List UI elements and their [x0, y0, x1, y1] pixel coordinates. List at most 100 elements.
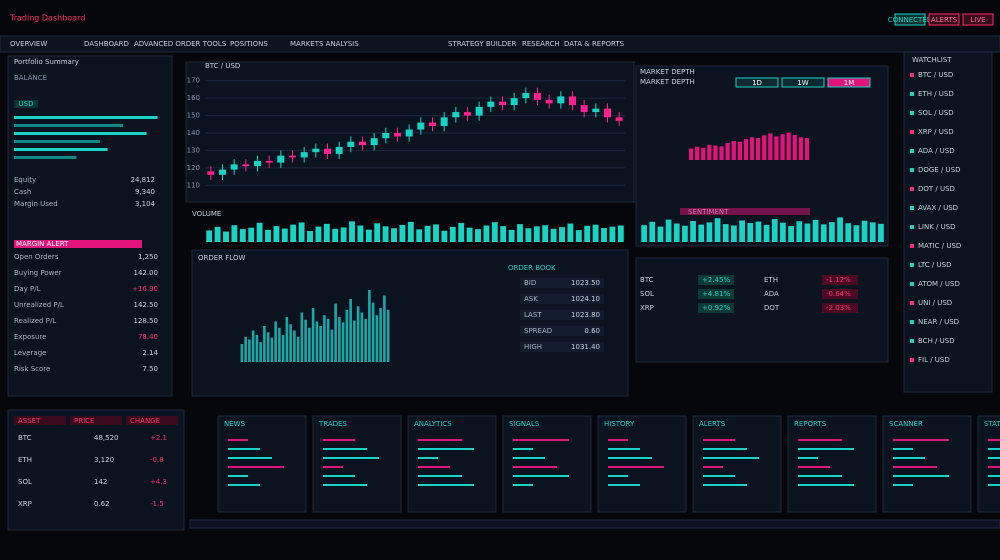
- panel-title: ORDER BOOK: [508, 264, 556, 272]
- thumbnail-title[interactable]: ANALYTICS: [414, 420, 452, 428]
- watch-item[interactable]: UNI / USD: [918, 299, 952, 307]
- nav-tab[interactable]: OVERVIEW: [10, 40, 47, 48]
- tab-label[interactable]: 1W: [797, 79, 808, 87]
- nav-tab[interactable]: POSITIONS: [230, 40, 268, 48]
- header-button-label[interactable]: LIVE: [970, 16, 985, 24]
- bar: [762, 135, 767, 160]
- thumbnail[interactable]: [502, 415, 592, 513]
- tab[interactable]: [781, 77, 825, 88]
- thumbnail[interactable]: [312, 415, 402, 513]
- list-value: 142.50: [134, 301, 159, 309]
- thumbnail-title[interactable]: SIGNALS: [509, 420, 540, 428]
- bar: [334, 303, 337, 362]
- tab[interactable]: [735, 77, 779, 88]
- candle-body: [394, 133, 401, 137]
- y-tick-label: 120: [187, 164, 200, 172]
- tab-label[interactable]: 1M: [844, 79, 855, 87]
- watch-icon: [910, 339, 914, 343]
- watch-item[interactable]: ADA / USD: [918, 147, 955, 155]
- watch-item[interactable]: LINK / USD: [918, 223, 956, 231]
- bar: [869, 222, 876, 242]
- list-label: Exposure: [14, 333, 46, 341]
- bar: [340, 227, 347, 242]
- header-button-label[interactable]: ALERTS: [931, 16, 958, 24]
- watch-item[interactable]: FIL / USD: [918, 356, 950, 364]
- bar: [307, 231, 313, 242]
- thumbnail[interactable]: [882, 415, 972, 513]
- bar: [714, 218, 721, 242]
- bar: [240, 344, 244, 362]
- candle-body: [300, 152, 308, 158]
- list-label: Day P/L: [14, 285, 41, 293]
- watch-item[interactable]: ETH / USD: [918, 90, 954, 98]
- chart-title: BTC / USD: [205, 62, 240, 70]
- thumbnail[interactable]: [692, 415, 782, 513]
- order-value: 1031.40: [571, 343, 600, 351]
- nav-bar: [0, 35, 1000, 53]
- candle-body: [452, 112, 460, 118]
- watch-item[interactable]: ATOM / USD: [918, 280, 960, 288]
- nav-tab[interactable]: DATA & REPORTS: [564, 40, 625, 48]
- bar: [416, 229, 423, 242]
- tab[interactable]: [827, 77, 871, 88]
- nav-tab[interactable]: STRATEGY BUILDER: [448, 40, 517, 48]
- list-value: 1,250: [138, 253, 158, 261]
- candle-body: [429, 122, 436, 127]
- bar: [386, 309, 390, 362]
- watch-icon: [910, 301, 914, 305]
- bar: [266, 332, 270, 362]
- thumbnail-title[interactable]: TRADES: [318, 420, 347, 428]
- watch-item[interactable]: SOL / USD: [918, 109, 954, 117]
- bar: [688, 148, 694, 160]
- watch-item[interactable]: AVAX / USD: [918, 204, 958, 212]
- bar: [584, 225, 591, 242]
- bar: [330, 329, 334, 362]
- candle-body: [534, 92, 541, 100]
- thumbnail-title[interactable]: HISTORY: [604, 420, 635, 428]
- watch-item[interactable]: BTC / USD: [918, 71, 953, 79]
- header-button[interactable]: [894, 13, 926, 26]
- thumbnail-title[interactable]: REPORTS: [794, 420, 827, 428]
- thumbnail[interactable]: [977, 415, 1000, 513]
- thumbnail-title[interactable]: ALERTS: [699, 420, 726, 428]
- thumbnail-title[interactable]: NEWS: [224, 420, 246, 428]
- bar: [256, 222, 263, 242]
- bar: [323, 223, 330, 242]
- bar: [391, 228, 397, 242]
- tab-label[interactable]: 1D: [752, 79, 762, 87]
- bar: [786, 132, 791, 160]
- mover-cell: +4.81%: [702, 290, 730, 298]
- header-button-label[interactable]: CONNECTED: [888, 16, 932, 24]
- thumbnail[interactable]: [217, 415, 307, 513]
- change-chip: [698, 289, 734, 299]
- panel-title: Portfolio Summary: [14, 58, 79, 66]
- thumbnail[interactable]: [597, 415, 687, 513]
- watch-item[interactable]: BCH / USD: [918, 337, 955, 345]
- nav-tab[interactable]: RESEARCH: [522, 40, 560, 48]
- list-value: 2.14: [142, 349, 158, 357]
- watch-item[interactable]: NEAR / USD: [918, 318, 959, 326]
- thumbnail[interactable]: [407, 415, 497, 513]
- nav-tab[interactable]: ADVANCED ORDER TOOLS: [134, 40, 227, 48]
- bar: [804, 223, 811, 242]
- watch-item[interactable]: XRP / USD: [918, 128, 954, 136]
- bar: [281, 335, 285, 362]
- mover-cell: DOT: [764, 304, 780, 312]
- watch-item[interactable]: DOT / USD: [918, 185, 955, 193]
- thumbnail-title[interactable]: STATS: [984, 420, 1000, 428]
- bar: [270, 337, 274, 362]
- bar: [273, 226, 280, 242]
- row-label: Margin Used: [14, 200, 58, 208]
- nav-tab[interactable]: MARKETS ANALYSIS: [290, 40, 359, 48]
- badge: [14, 100, 38, 108]
- watch-item[interactable]: LTC / USD: [918, 261, 951, 269]
- watch-item[interactable]: MATIC / USD: [918, 242, 961, 250]
- header-button[interactable]: [962, 13, 994, 26]
- thumbnail-title[interactable]: SCANNER: [889, 420, 923, 428]
- nav-tab[interactable]: DASHBOARD: [84, 40, 129, 48]
- bar: [812, 219, 819, 242]
- thumbnail[interactable]: [787, 415, 877, 513]
- watch-item[interactable]: DOGE / USD: [918, 166, 961, 174]
- bar: [323, 315, 326, 362]
- header-button[interactable]: [928, 13, 960, 26]
